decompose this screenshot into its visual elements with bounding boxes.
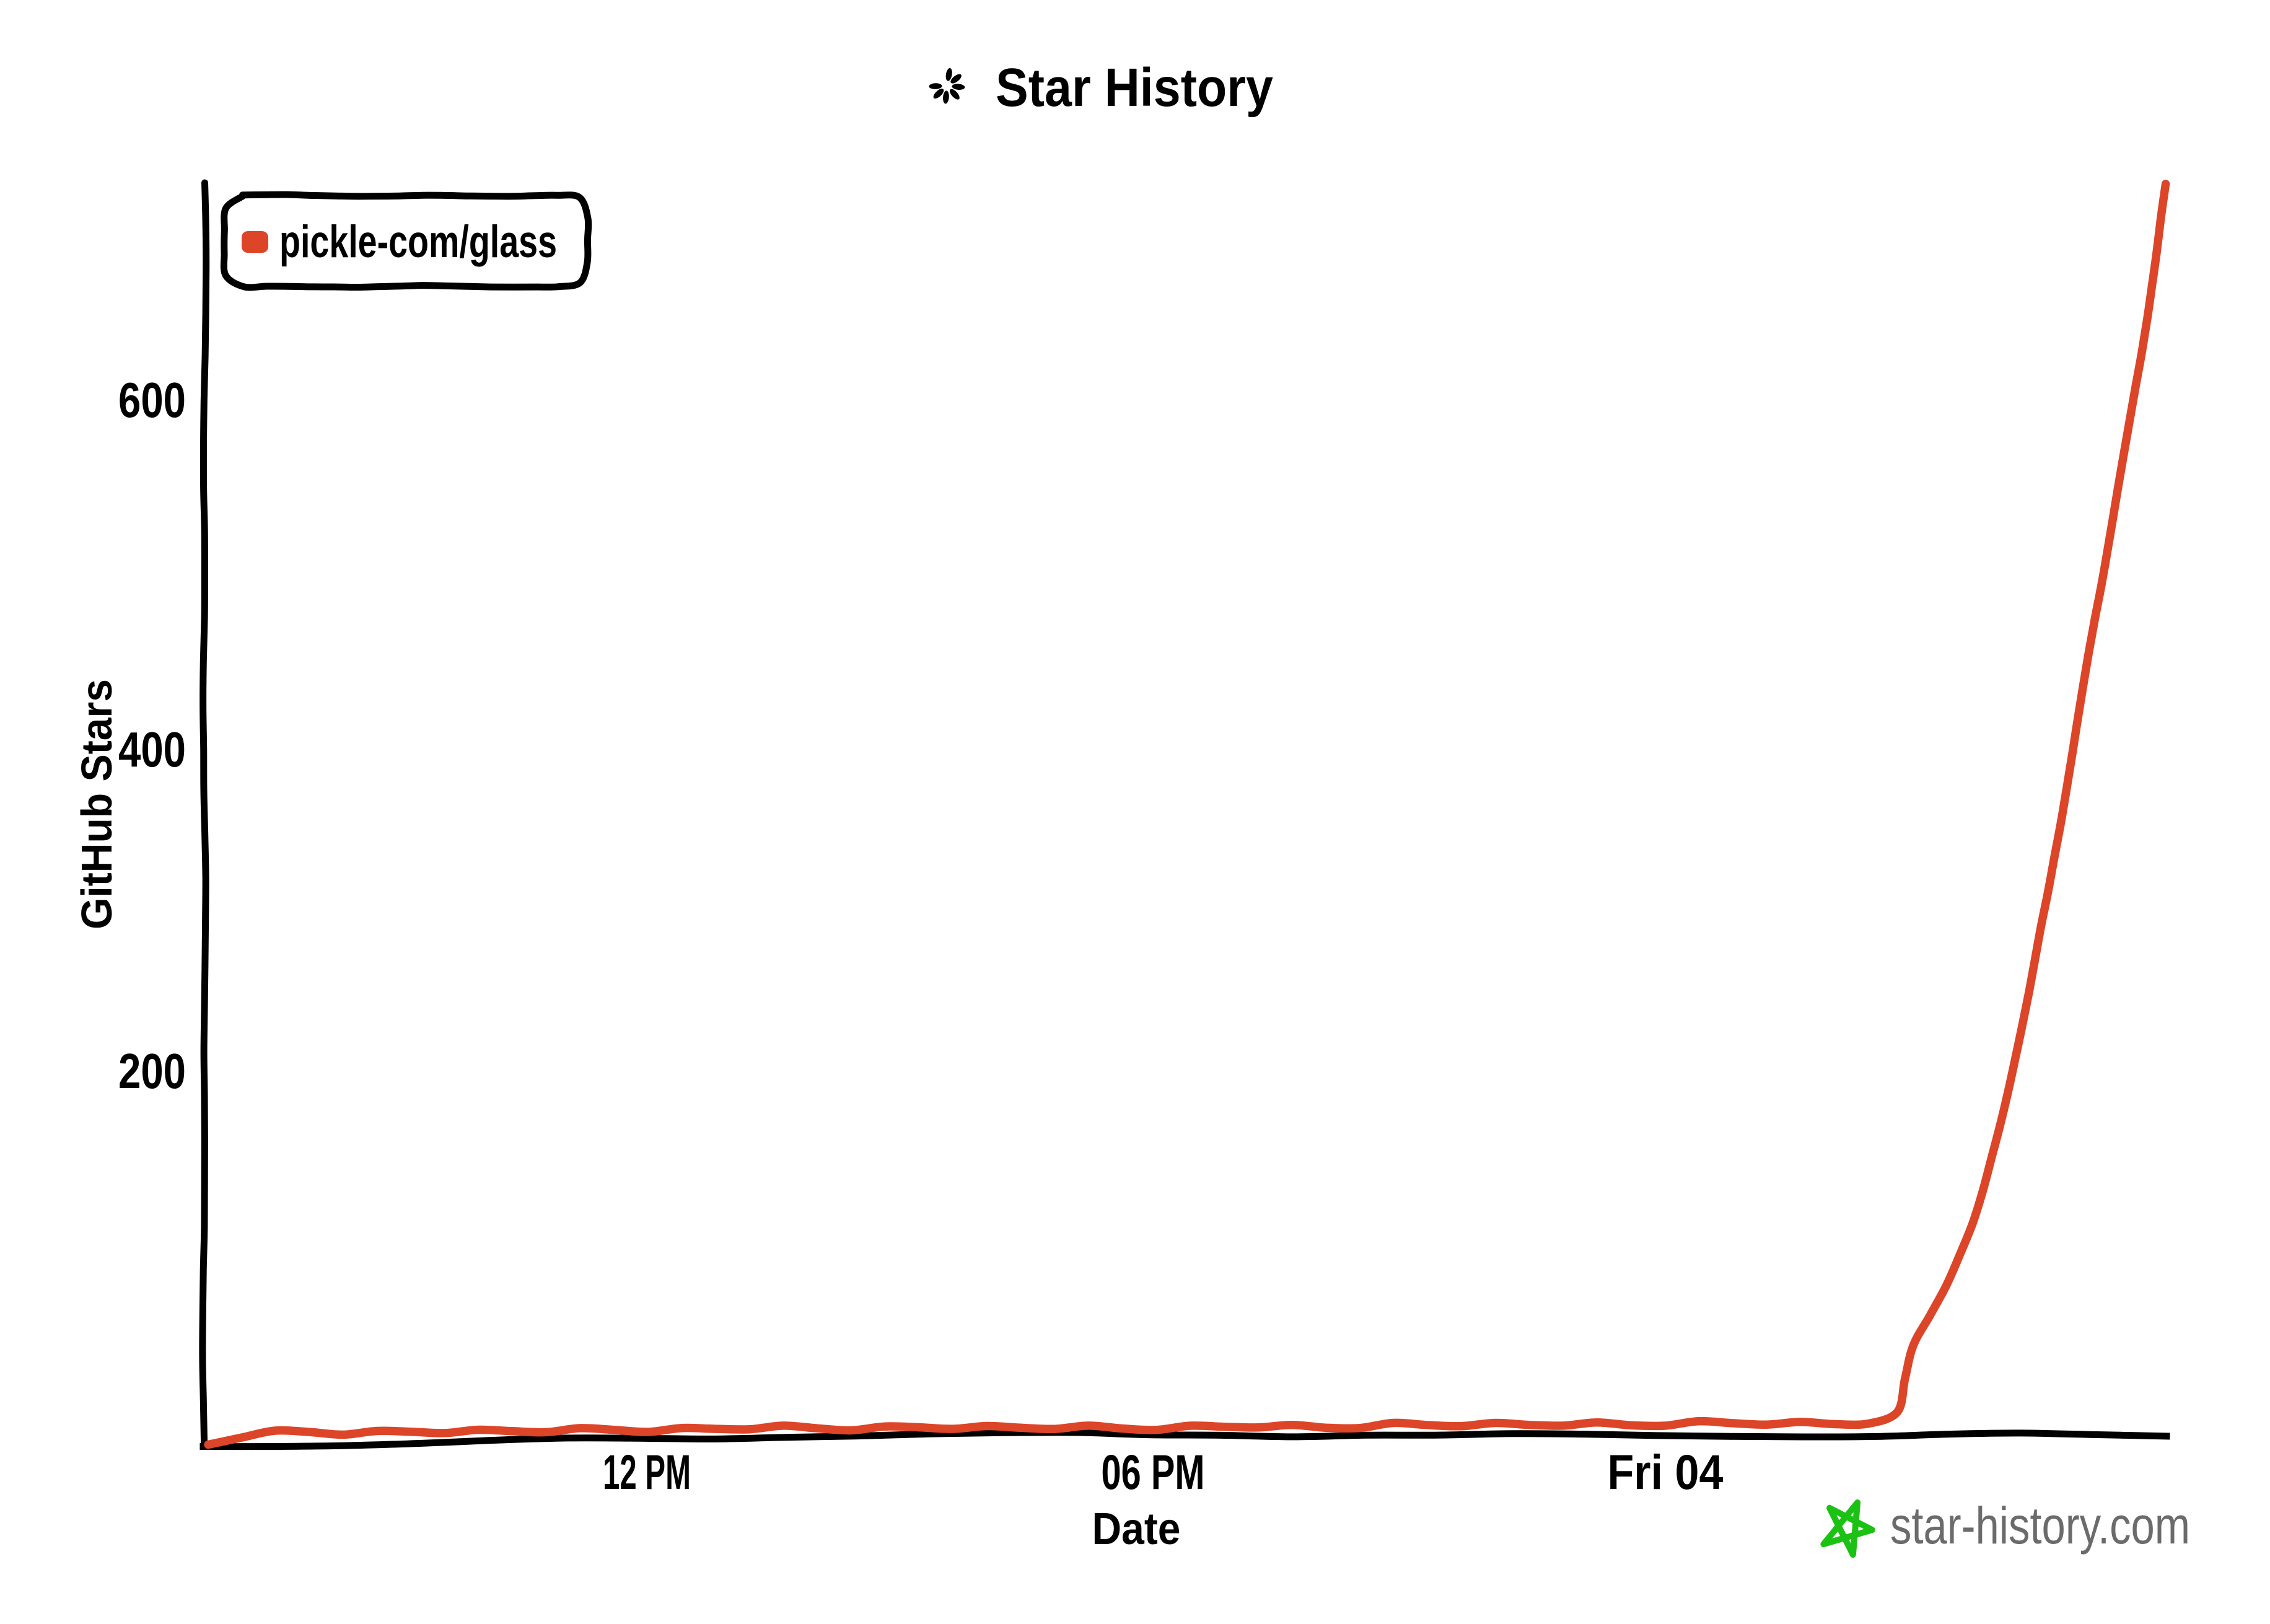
svg-text:600: 600 [118, 372, 186, 428]
svg-text:GitHub Stars: GitHub Stars [72, 679, 121, 929]
svg-text:200: 200 [118, 1043, 186, 1099]
svg-text:Star History: Star History [996, 58, 1273, 118]
svg-text:pickle-com/glass: pickle-com/glass [279, 217, 557, 267]
svg-text:12 PM: 12 PM [603, 1444, 691, 1499]
svg-text:Date: Date [1092, 1504, 1181, 1554]
svg-text:Fri 04: Fri 04 [1608, 1444, 1724, 1499]
svg-text:06 PM: 06 PM [1102, 1444, 1205, 1499]
svg-text:400: 400 [118, 722, 186, 777]
svg-text:star-history.com: star-history.com [1890, 1496, 2190, 1555]
